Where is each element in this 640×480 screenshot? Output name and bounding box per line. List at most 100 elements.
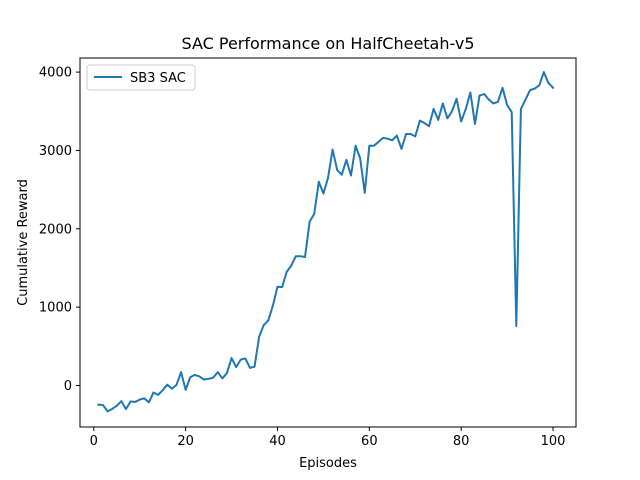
data-point — [464, 108, 467, 110]
data-point — [102, 404, 104, 406]
data-point — [455, 97, 458, 100]
y-tick-label: 1000 — [39, 301, 72, 316]
data-point — [120, 400, 123, 402]
data-point — [97, 403, 100, 406]
data-point — [442, 102, 444, 105]
data-point — [157, 394, 159, 396]
data-point — [506, 104, 508, 106]
data-point — [487, 98, 490, 101]
data-point — [239, 358, 242, 361]
data-point — [478, 94, 481, 97]
data-point — [198, 375, 201, 378]
data-point — [318, 180, 320, 183]
x-tick-label: 0 — [90, 434, 98, 449]
data-point — [359, 157, 361, 160]
x-tick-label: 40 — [269, 434, 286, 449]
data-point — [143, 397, 146, 400]
data-point — [152, 391, 155, 394]
data-point — [474, 123, 476, 125]
data-point — [203, 378, 205, 381]
data-point — [281, 286, 283, 288]
data-point — [161, 389, 164, 391]
data-point — [538, 84, 541, 87]
series-line-sb3-sac — [97, 71, 555, 413]
y-tick-label: 0 — [64, 379, 72, 394]
data-point — [533, 87, 536, 90]
x-tick-label: 60 — [361, 434, 378, 449]
data-point — [194, 374, 196, 376]
data-point — [368, 144, 371, 147]
data-point — [405, 133, 407, 135]
y-tick-label: 2000 — [39, 222, 72, 237]
data-point — [336, 169, 338, 171]
legend-label: SB3 SAC — [130, 71, 186, 86]
data-point — [304, 256, 306, 258]
data-point — [524, 98, 527, 101]
data-point — [414, 135, 417, 138]
data-point — [327, 177, 329, 179]
data-point — [331, 148, 334, 151]
data-point — [322, 192, 325, 195]
data-point — [313, 213, 316, 215]
data-point — [212, 376, 214, 379]
data-point — [175, 384, 178, 386]
data-point — [396, 134, 398, 137]
data-point — [437, 119, 440, 121]
data-point — [547, 82, 550, 84]
data-point — [129, 400, 132, 403]
plot-area — [97, 71, 555, 413]
data-point — [460, 120, 462, 123]
data-point — [492, 102, 495, 105]
legend-box — [86, 64, 196, 91]
data-point — [451, 110, 453, 113]
data-point — [207, 378, 210, 380]
x-tick-label: 20 — [177, 434, 194, 449]
data-point — [483, 93, 485, 95]
data-point — [510, 111, 513, 113]
data-point — [409, 133, 412, 135]
data-point — [272, 304, 274, 307]
data-point — [400, 148, 403, 150]
data-point — [373, 144, 375, 147]
data-point — [148, 401, 150, 404]
data-point — [432, 108, 435, 110]
data-point — [363, 191, 366, 194]
x-tick-label: 100 — [541, 434, 566, 449]
data-point — [552, 86, 554, 89]
data-point — [497, 101, 499, 103]
data-point — [221, 377, 224, 380]
chart-title: SAC Performance on HalfCheetah-v5 — [182, 34, 475, 53]
data-point — [520, 108, 522, 110]
data-point — [340, 173, 343, 176]
data-point — [345, 159, 348, 161]
data-point — [299, 255, 302, 258]
data-point — [180, 371, 182, 373]
x-axis-ticks: 0 20 40 60 80 100 — [90, 427, 566, 449]
data-point — [138, 398, 141, 401]
data-point — [290, 264, 293, 267]
data-point — [515, 325, 518, 327]
y-axis-label: Cumulative Reward — [16, 179, 31, 306]
data-point — [125, 408, 127, 410]
data-point — [226, 372, 228, 374]
x-axis-label: Episodes — [299, 456, 357, 471]
data-point — [391, 139, 394, 142]
data-point — [216, 371, 219, 373]
data-point — [446, 117, 449, 120]
data-point — [529, 89, 531, 91]
data-point — [382, 137, 384, 139]
data-point — [171, 387, 173, 390]
data-point — [230, 357, 233, 359]
data-point — [501, 86, 504, 89]
legend: SB3 SAC — [86, 64, 196, 91]
data-point — [295, 255, 297, 258]
data-point — [428, 125, 430, 127]
data-point — [189, 376, 192, 379]
data-point — [258, 336, 260, 338]
data-point — [253, 365, 256, 368]
data-point — [419, 119, 421, 122]
data-point — [106, 410, 109, 413]
data-point — [134, 401, 136, 403]
data-point — [386, 137, 389, 140]
